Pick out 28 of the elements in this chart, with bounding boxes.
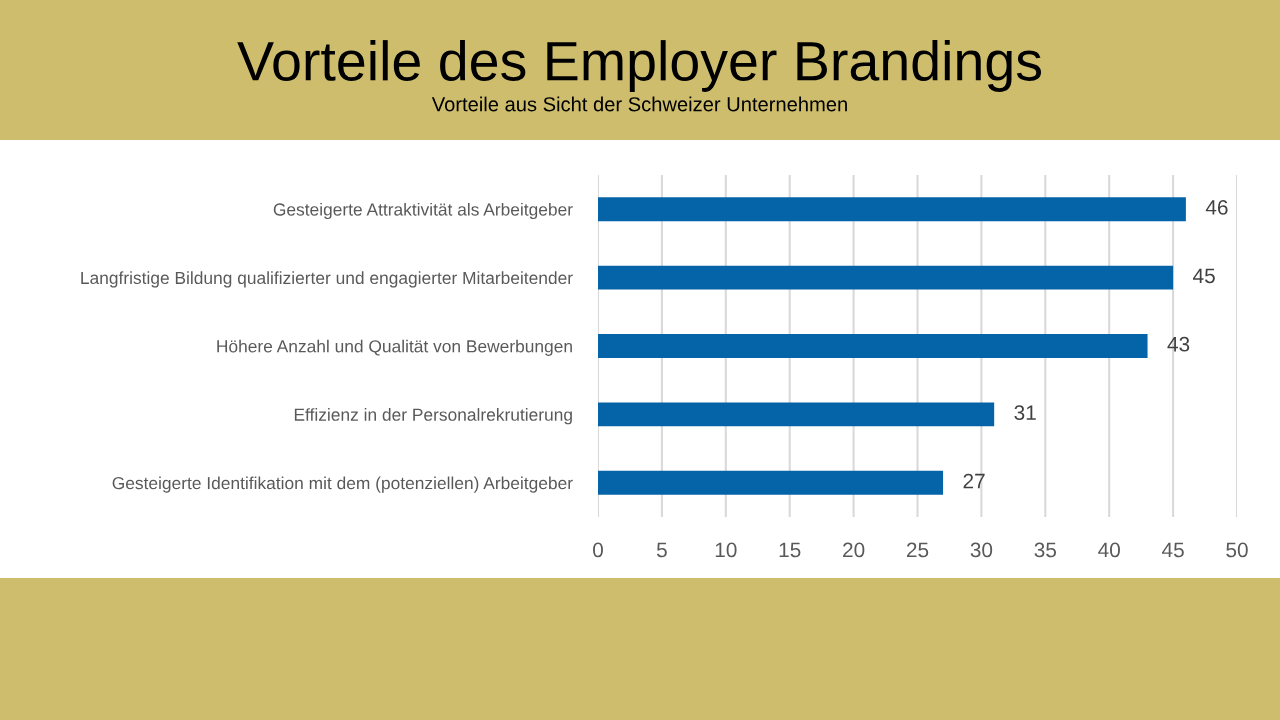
- y-tick-label: Gesteigerte Attraktivität als Arbeitgeber: [273, 202, 573, 220]
- chart-title: Vorteile des Employer Brandings: [237, 40, 1042, 92]
- x-tick-label: 30: [970, 542, 993, 558]
- data-label: 45: [1193, 268, 1215, 284]
- x-tick-label: 10: [715, 542, 737, 558]
- x-tick-label: 35: [1034, 542, 1057, 558]
- chart-subtitle: Vorteile aus Sicht der Schweizer Unternehmen: [431, 96, 847, 112]
- x-tick-label: 5: [656, 542, 667, 558]
- x-tick-label: 20: [843, 542, 865, 558]
- y-tick-label: Gesteigerte Identifikation mit dem (potenziellen) Arbeitgeber: [112, 476, 573, 493]
- x-tick-label: 0: [593, 542, 603, 558]
- x-tick-label: 50: [1226, 542, 1248, 558]
- x-tick-label: 15: [779, 542, 801, 558]
- y-tick-label: Höhere Anzahl und Qualität von Bewerbungen: [217, 339, 572, 356]
- bar: [598, 470, 944, 495]
- data-label: 43: [1167, 336, 1190, 352]
- x-tick-label: 45: [1161, 542, 1184, 558]
- data-label: 31: [1014, 405, 1036, 420]
- y-tick-label: Langfristige Bildung qualifizierter und engagierter Mitarbeitender: [81, 271, 573, 288]
- bar: [598, 197, 1186, 222]
- bar: [598, 265, 1174, 290]
- y-tick-label: Effizienz in der Personalrekrutierung: [294, 408, 572, 425]
- x-tick-label: 40: [1098, 542, 1120, 558]
- data-label: 46: [1205, 200, 1228, 215]
- bar: [598, 334, 1148, 358]
- bar: [598, 402, 995, 427]
- x-tick-label: 25: [906, 542, 929, 558]
- data-label: 27: [963, 473, 985, 489]
